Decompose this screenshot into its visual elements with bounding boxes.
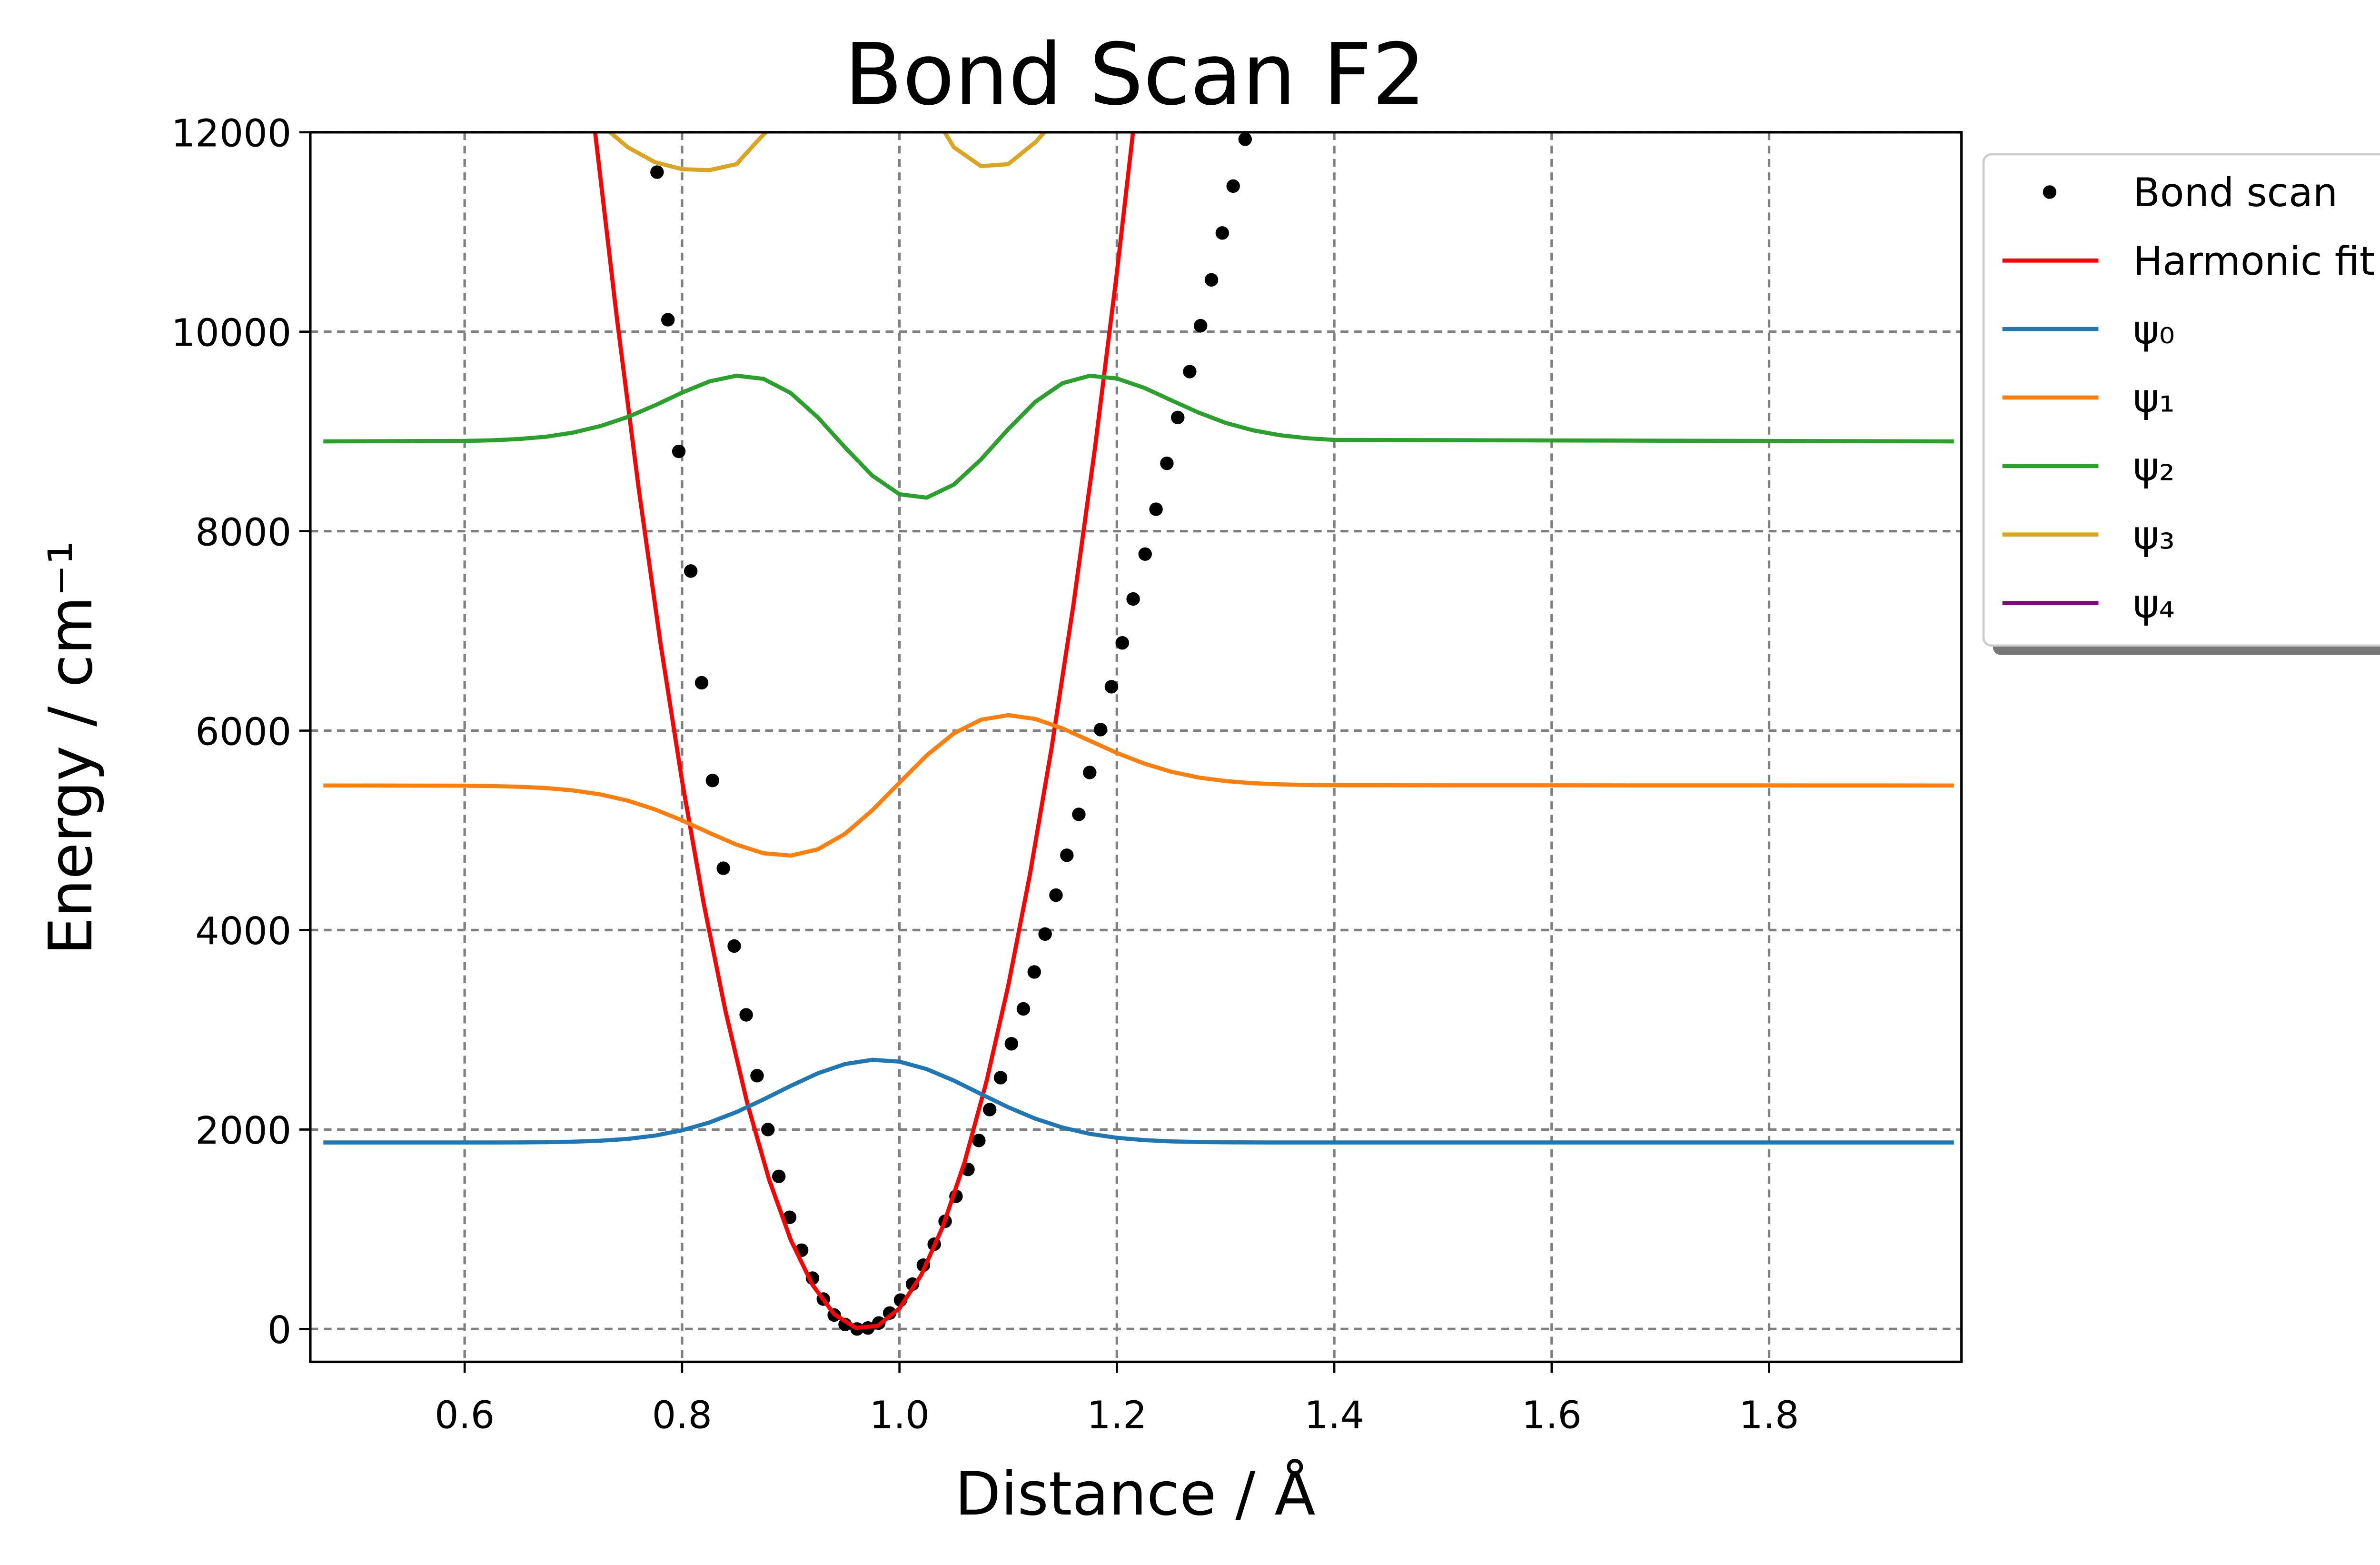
legend-label: Harmonic fit xyxy=(2133,239,2375,284)
axes-frame xyxy=(309,131,1963,1364)
scan-point xyxy=(1115,636,1129,650)
scan-point xyxy=(1238,132,1252,146)
legend-marker xyxy=(2043,185,2057,199)
scan-point xyxy=(1183,365,1197,379)
scan-point xyxy=(1215,226,1230,240)
scan-point xyxy=(993,1071,1008,1085)
scan-point xyxy=(1016,1002,1031,1016)
y-tick-label: 2000 xyxy=(195,1108,291,1153)
legend-label: ψ₁ xyxy=(2133,376,2175,421)
legend-label: ψ₄ xyxy=(2133,581,2175,627)
scan-point xyxy=(661,313,675,327)
scan-point xyxy=(672,444,686,459)
scan-point xyxy=(716,861,730,875)
series-line xyxy=(323,1057,1954,1145)
legend-label: ψ₀ xyxy=(2133,307,2175,353)
scan-point xyxy=(1060,848,1074,862)
y-tick-label: 10000 xyxy=(171,310,291,355)
scan-point xyxy=(772,1169,786,1184)
legend-label: ψ₃ xyxy=(2133,512,2175,558)
scan-point xyxy=(1204,273,1219,287)
y-tick-label: 0 xyxy=(268,1308,292,1352)
y-tick-label: 4000 xyxy=(195,909,291,953)
scan-point xyxy=(705,774,720,787)
scan-point xyxy=(739,1008,753,1022)
scan-point xyxy=(1149,502,1163,516)
legend: Bond scan Harmonic fit ψ₀ ψ₁ ψ₂ ψ₃ ψ₄ xyxy=(1982,153,2380,655)
ticks: 0.6 0.8 1.0 1.2 1.4 1.6 1.8 0 2000 4000 6000 8000 10… xyxy=(171,111,1799,1437)
scan-point xyxy=(727,939,741,953)
scan-point xyxy=(1027,965,1041,979)
x-tick-label: 1.4 xyxy=(1304,1393,1364,1437)
scan-point xyxy=(1138,547,1152,561)
scan-point xyxy=(650,165,664,179)
series-line xyxy=(323,713,1954,858)
scan-point xyxy=(750,1069,764,1083)
x-tick-label: 0.6 xyxy=(435,1393,495,1437)
legend-label: Bond scan xyxy=(2133,170,2338,216)
y-tick-label: 6000 xyxy=(195,709,291,754)
x-tick-label: 1.6 xyxy=(1522,1393,1582,1437)
scan-point xyxy=(1193,319,1208,333)
x-tick-label: 1.8 xyxy=(1739,1393,1799,1437)
scan-point xyxy=(1072,807,1086,821)
scan-point xyxy=(1160,456,1174,470)
series-line xyxy=(323,373,1954,500)
scan-point xyxy=(972,1134,986,1147)
scan-point xyxy=(761,1123,775,1136)
y-tick-label: 12000 xyxy=(171,111,291,156)
scan-point xyxy=(1126,592,1140,606)
scan-point xyxy=(1038,927,1052,941)
legend-box xyxy=(1982,153,2380,647)
scan-point xyxy=(982,1103,997,1116)
x-tick-label: 1.0 xyxy=(870,1393,930,1437)
legend-label: ψ₂ xyxy=(2133,444,2175,490)
scan-point xyxy=(1104,680,1119,694)
scan-point xyxy=(1004,1037,1019,1051)
y-axis-title: Energy / cm⁻¹ xyxy=(36,541,106,955)
scan-point xyxy=(1171,410,1185,425)
scan-point xyxy=(1093,723,1108,737)
scan-point xyxy=(1226,179,1240,193)
x-tick-label: 0.8 xyxy=(652,1393,712,1437)
series-line xyxy=(593,132,1135,1330)
scan-point xyxy=(694,676,709,690)
scan-point xyxy=(1083,766,1097,779)
x-tick-label: 1.2 xyxy=(1087,1393,1147,1437)
y-tick-label: 8000 xyxy=(195,510,291,554)
x-axis-title: Distance / Å xyxy=(955,1459,1316,1529)
chart-title: Bond Scan F2 xyxy=(844,25,1426,124)
plot-area xyxy=(323,132,1954,1336)
scan-point xyxy=(684,564,698,578)
scan-point xyxy=(1049,888,1063,902)
scan-point xyxy=(783,1210,797,1224)
